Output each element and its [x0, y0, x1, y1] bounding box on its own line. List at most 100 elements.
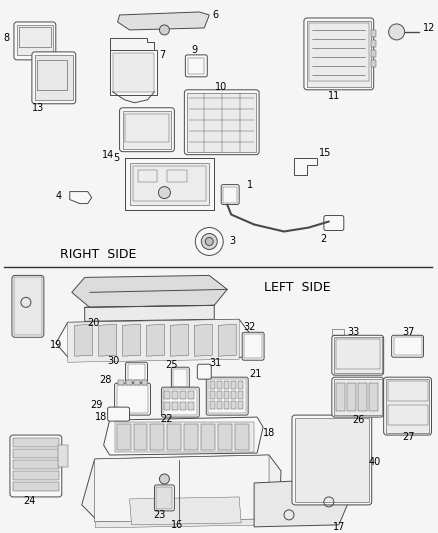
- Bar: [371, 60, 376, 67]
- Text: 40: 40: [369, 457, 381, 467]
- Text: 29: 29: [90, 400, 102, 410]
- FancyBboxPatch shape: [206, 377, 248, 415]
- Text: 3: 3: [229, 237, 235, 246]
- Bar: [180, 402, 186, 410]
- Bar: [13, 460, 59, 469]
- Bar: [224, 401, 229, 409]
- FancyBboxPatch shape: [171, 367, 189, 389]
- Bar: [138, 169, 157, 182]
- Bar: [13, 449, 59, 458]
- Bar: [201, 424, 215, 450]
- Bar: [37, 60, 67, 90]
- Bar: [238, 391, 243, 399]
- Text: 14: 14: [102, 150, 115, 160]
- Bar: [124, 114, 170, 142]
- Polygon shape: [110, 50, 157, 95]
- Bar: [334, 337, 381, 373]
- Bar: [307, 21, 371, 87]
- Bar: [188, 402, 194, 410]
- Bar: [115, 422, 254, 452]
- Circle shape: [201, 233, 217, 249]
- Bar: [231, 381, 236, 389]
- Bar: [210, 391, 215, 399]
- Bar: [164, 391, 170, 399]
- Text: 18: 18: [95, 412, 108, 422]
- Text: 24: 24: [24, 496, 36, 506]
- Bar: [295, 418, 369, 502]
- Bar: [13, 471, 59, 480]
- Text: 19: 19: [49, 340, 62, 350]
- FancyBboxPatch shape: [324, 215, 344, 230]
- Bar: [224, 381, 229, 389]
- Bar: [126, 380, 131, 385]
- FancyBboxPatch shape: [162, 387, 199, 417]
- Polygon shape: [104, 417, 263, 455]
- Bar: [127, 364, 145, 380]
- Text: 31: 31: [209, 358, 222, 368]
- Bar: [336, 340, 380, 369]
- Polygon shape: [85, 305, 214, 321]
- Text: 18: 18: [263, 428, 276, 438]
- Polygon shape: [146, 324, 164, 356]
- Polygon shape: [82, 455, 281, 519]
- Bar: [334, 379, 381, 415]
- FancyBboxPatch shape: [108, 407, 130, 421]
- Text: 25: 25: [165, 360, 178, 370]
- FancyBboxPatch shape: [384, 377, 431, 435]
- Text: 27: 27: [403, 432, 415, 442]
- Circle shape: [159, 25, 170, 35]
- Text: 1: 1: [247, 180, 253, 190]
- FancyBboxPatch shape: [126, 362, 148, 382]
- Text: RIGHT  SIDE: RIGHT SIDE: [60, 248, 136, 261]
- Bar: [371, 40, 376, 47]
- Bar: [164, 402, 170, 410]
- Text: 30: 30: [107, 356, 120, 366]
- Bar: [358, 383, 367, 411]
- FancyBboxPatch shape: [120, 108, 174, 152]
- Circle shape: [159, 187, 170, 199]
- Bar: [13, 482, 59, 491]
- Circle shape: [195, 228, 223, 255]
- Bar: [117, 385, 148, 413]
- Bar: [217, 381, 222, 389]
- Bar: [117, 380, 124, 385]
- Polygon shape: [95, 519, 269, 528]
- Bar: [385, 379, 430, 433]
- FancyBboxPatch shape: [185, 55, 207, 77]
- Bar: [117, 424, 131, 450]
- Text: 17: 17: [332, 522, 345, 532]
- FancyBboxPatch shape: [392, 335, 424, 357]
- Bar: [173, 369, 187, 387]
- Bar: [163, 389, 197, 415]
- FancyBboxPatch shape: [10, 435, 62, 497]
- Text: 16: 16: [171, 520, 184, 530]
- Text: 13: 13: [32, 103, 44, 113]
- Text: 5: 5: [113, 152, 120, 163]
- Text: 32: 32: [243, 322, 255, 332]
- Bar: [134, 424, 148, 450]
- Bar: [187, 93, 256, 152]
- FancyBboxPatch shape: [14, 22, 56, 60]
- FancyBboxPatch shape: [32, 52, 76, 104]
- Polygon shape: [117, 12, 209, 30]
- Polygon shape: [218, 324, 236, 356]
- FancyBboxPatch shape: [12, 276, 44, 337]
- Text: 28: 28: [99, 375, 112, 385]
- Bar: [130, 163, 209, 205]
- Bar: [224, 391, 229, 399]
- Text: 23: 23: [153, 510, 166, 520]
- Text: 7: 7: [159, 50, 166, 60]
- Polygon shape: [130, 497, 241, 525]
- Bar: [210, 381, 215, 389]
- Text: 11: 11: [328, 91, 340, 101]
- Polygon shape: [70, 191, 92, 204]
- Polygon shape: [75, 324, 93, 356]
- Bar: [235, 424, 249, 450]
- FancyBboxPatch shape: [155, 485, 174, 511]
- Text: 26: 26: [353, 415, 365, 425]
- Text: 12: 12: [423, 23, 435, 33]
- Bar: [208, 379, 246, 413]
- Bar: [217, 401, 222, 409]
- Bar: [173, 391, 178, 399]
- Bar: [336, 383, 345, 411]
